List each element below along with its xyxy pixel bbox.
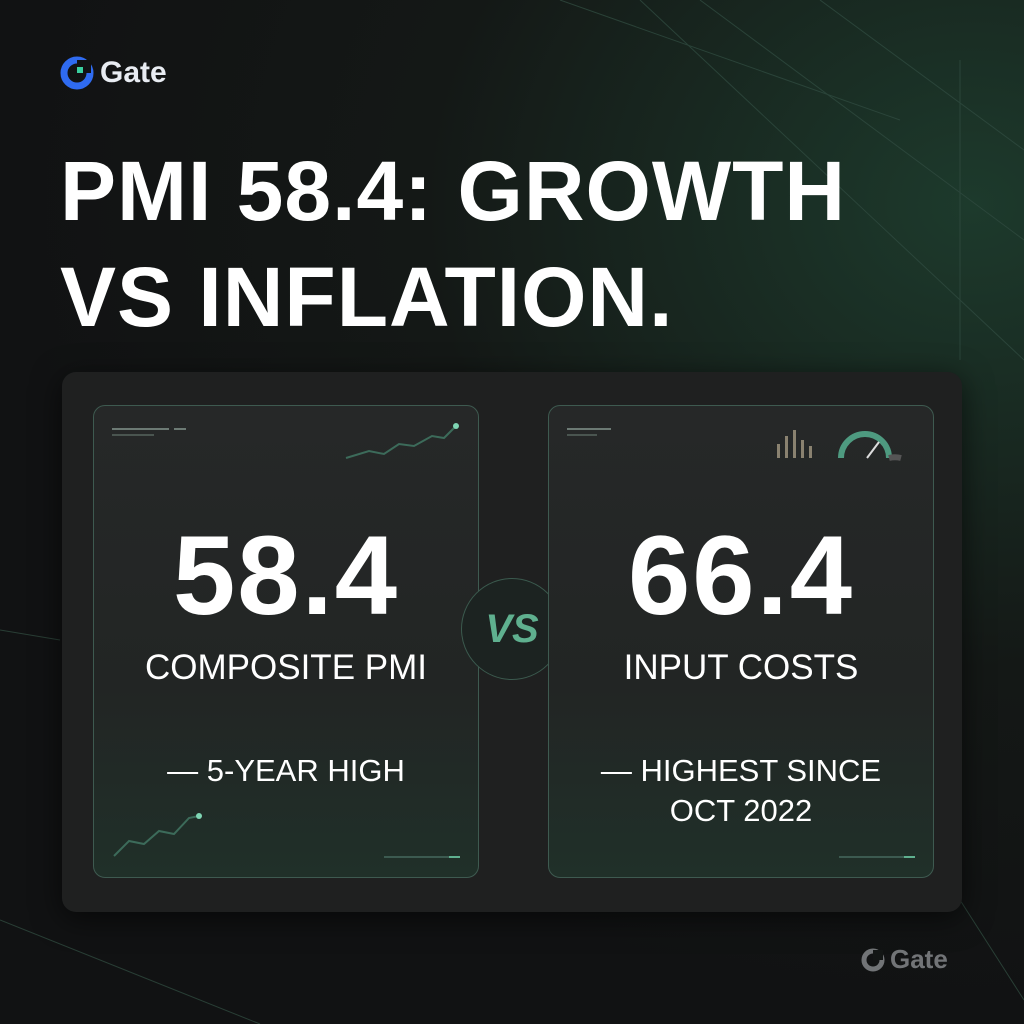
vs-text: VS bbox=[485, 606, 539, 651]
brand-name: Gate bbox=[100, 56, 167, 89]
headline-line: VS INFLATION. bbox=[60, 250, 674, 344]
brand-logo: Gate bbox=[60, 56, 167, 90]
headline: PMI 58.4: GROWTH VS INFLATION. bbox=[60, 138, 846, 350]
watermark-text: Gate bbox=[890, 944, 948, 974]
metric-label: COMPOSITE PMI bbox=[145, 648, 427, 687]
metric-value: 58.4 bbox=[173, 513, 399, 638]
metric-card: 66.4 INPUT COSTS — HIGHEST SINCE OCT 202… bbox=[548, 405, 934, 878]
card-decoration bbox=[567, 428, 915, 858]
metric-note: — HIGHEST SINCE OCT 2022 bbox=[600, 753, 882, 828]
metric-value: 66.4 bbox=[628, 513, 854, 638]
comparison-panel: 58.4 COMPOSITE PMI — 5-YEAR HIGH VS 66.4… bbox=[62, 372, 962, 912]
metric-card: 58.4 COMPOSITE PMI — 5-YEAR HIGH bbox=[93, 405, 479, 878]
metric-note: — 5-YEAR HIGH bbox=[167, 753, 405, 788]
headline-line: PMI 58.4: GROWTH bbox=[60, 144, 847, 238]
watermark-icon bbox=[861, 948, 885, 971]
metric-label: INPUT COSTS bbox=[623, 648, 859, 687]
card-decoration bbox=[112, 423, 460, 858]
brand-icon bbox=[60, 56, 94, 90]
watermark: Gate bbox=[860, 944, 948, 975]
vs-badge: VS bbox=[461, 578, 563, 680]
